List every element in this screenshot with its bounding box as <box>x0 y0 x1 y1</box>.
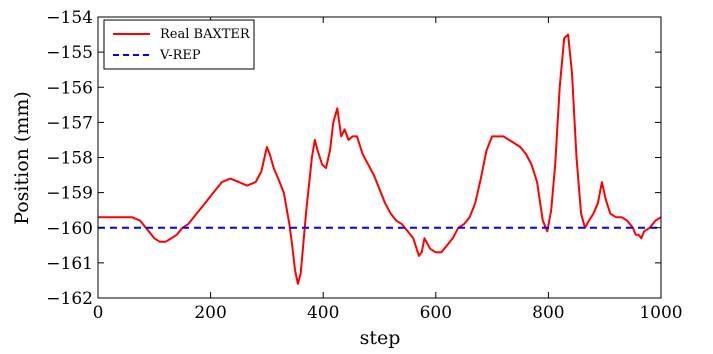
y-tick-label: −160 <box>46 219 93 239</box>
plot-lines <box>98 33 662 285</box>
y-tick-label: −159 <box>46 184 93 204</box>
y-tick-label: −158 <box>46 149 93 169</box>
legend-label-real-baxter: Real BAXTER <box>160 27 251 42</box>
legend-label-v-rep: V-REP <box>159 48 201 63</box>
x-tick-label: 1000 <box>639 303 682 323</box>
x-tick-label: 200 <box>194 303 226 323</box>
y-axis-label: Position (mm) <box>11 91 33 225</box>
x-tick-label: 600 <box>420 303 452 323</box>
x-axis-label: step <box>360 327 401 349</box>
x-tick-label: 400 <box>307 303 339 323</box>
y-tick-label: −157 <box>46 113 93 133</box>
axis-ticks: 0 200 400 600 800 1000 −154 −155 −156 −157 −158 −15… <box>46 8 682 323</box>
legend-box <box>103 19 255 70</box>
x-tick-label: 0 <box>93 303 104 323</box>
y-tick-label: −162 <box>46 289 93 309</box>
series-line-real-baxter <box>98 33 662 285</box>
x-tick-label: 800 <box>532 303 564 323</box>
y-tick-label: −155 <box>46 43 93 63</box>
y-tick-label: −154 <box>46 8 93 28</box>
y-tick-label: −156 <box>46 78 93 98</box>
legend: Real BAXTER V-REP <box>103 19 255 70</box>
y-tick-label: −161 <box>46 254 93 274</box>
